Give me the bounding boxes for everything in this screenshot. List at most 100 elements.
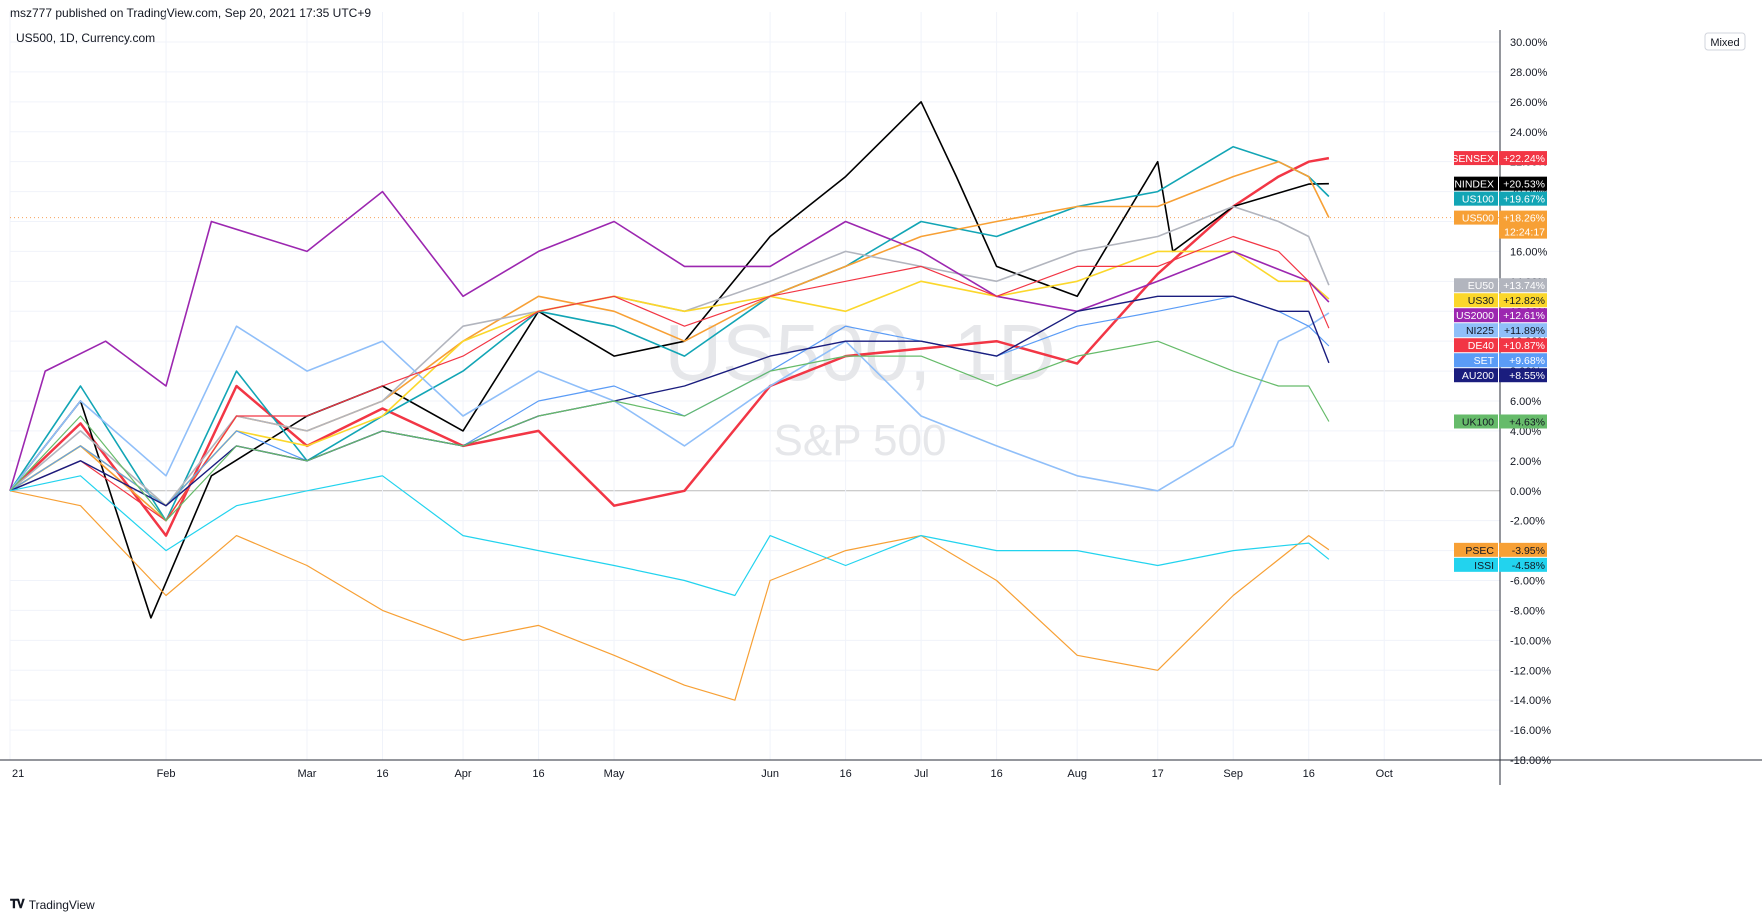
series-name-tag <box>1454 542 1498 557</box>
series-line-vnindex <box>9 101 1329 619</box>
series-value-label: +11.89% <box>1504 325 1545 337</box>
series-value-tag <box>1499 176 1547 191</box>
series-line-us100 <box>9 145 1330 522</box>
series-name-label: VNINDEX <box>1447 179 1494 191</box>
series-line-us2000 <box>9 190 1330 492</box>
series-name-label: SENSEX <box>1451 153 1494 165</box>
last-label-us500: US500 +18.26% 12:24:17 <box>1454 210 1547 239</box>
grid <box>9 12 1500 761</box>
series-value-tag <box>1499 338 1547 353</box>
x-tick-label: Jun <box>761 768 779 780</box>
series-name-label: AU200 <box>1462 370 1494 382</box>
x-tick-label: Mar <box>298 768 317 780</box>
last-label-psec: PSEC -3.95% <box>1454 542 1547 557</box>
series-name-tag <box>1454 338 1498 353</box>
x-tick-label: Apr <box>454 768 471 780</box>
series-value-label: +9.68% <box>1509 355 1545 367</box>
x-tick-label: Jul <box>914 768 928 780</box>
footer[interactable]: 𝐓𝐕 TradingView <box>10 897 95 912</box>
series-value-label: +12.82% <box>1503 295 1545 307</box>
last-label-us100: US100 +19.67% <box>1454 191 1547 206</box>
series-line-sensex <box>9 156 1330 537</box>
y-tick-label: 30.00% <box>1510 37 1548 49</box>
last-label-vnindex: VNINDEX +20.53% <box>1447 176 1547 191</box>
series-name-tag <box>1454 353 1498 368</box>
series-value-label: +20.53% <box>1503 179 1545 191</box>
series-value-tag <box>1499 210 1547 239</box>
series-value-tag <box>1499 191 1547 206</box>
series-name-label: PSEC <box>1465 545 1494 557</box>
y-tick-label: 24.00% <box>1510 127 1548 139</box>
y-tick-label: -16.00% <box>1510 725 1551 737</box>
series-name-label: US2000 <box>1456 310 1494 322</box>
series-name-label: DE40 <box>1468 340 1494 352</box>
last-label-issi: ISSI -4.58% <box>1454 557 1547 572</box>
last-label-uk100: UK100 +4.63% <box>1454 414 1547 429</box>
series-value-label: +13.74% <box>1503 280 1545 292</box>
y-tick-label: 4.00% <box>1510 426 1541 438</box>
x-tick-label: 21 <box>12 768 24 780</box>
y-tick-label: -14.00% <box>1510 695 1551 707</box>
series-name-label: NI225 <box>1466 325 1494 337</box>
series-value-tag <box>1499 278 1547 293</box>
series-name-label: SET <box>1474 355 1495 367</box>
last-label-ni225: NI225 +11.89% <box>1454 323 1547 338</box>
series-name-tag <box>1454 557 1498 572</box>
series-value-tag <box>1499 323 1547 338</box>
series-name-label: EU50 <box>1468 280 1494 292</box>
series-time-label: 12:24:17 <box>1504 227 1545 239</box>
y-tick-label: 0.00% <box>1510 486 1541 498</box>
y-tick-label: 28.00% <box>1510 67 1548 79</box>
y-tick-label: -2.00% <box>1510 516 1545 528</box>
watermark-symbol: US500, 1D <box>664 308 1055 397</box>
last-value-labels: SENSEX +22.24%VNINDEX +20.53%US100 +19.67%U… <box>1447 151 1547 572</box>
series-value-label: -3.95% <box>1512 545 1545 557</box>
series-value-tag <box>1499 151 1547 166</box>
publish-info: msz777 published on TradingView.com, Sep… <box>10 6 372 20</box>
tradingview-logo-icon: 𝐓𝐕 <box>10 897 25 911</box>
footer-brand: TradingView <box>28 897 95 912</box>
x-tick-label: 16 <box>839 768 851 780</box>
last-label-au200: AU200 +8.55% <box>1454 368 1547 383</box>
series-value-tag <box>1499 353 1547 368</box>
series-value-label: +19.67% <box>1503 194 1545 206</box>
x-tick-label: May <box>604 768 625 780</box>
x-tick-label: 16 <box>1303 768 1315 780</box>
series-name-label: US500 <box>1462 213 1494 225</box>
x-tick-label: Feb <box>157 768 176 780</box>
series-value-tag <box>1499 542 1547 557</box>
series-line-us30 <box>9 250 1330 507</box>
x-tick-label: Sep <box>1223 768 1243 780</box>
series-name-label: UK100 <box>1462 416 1494 428</box>
last-label-us30: US30 +12.82% <box>1454 293 1547 308</box>
series-name-tag <box>1454 414 1498 429</box>
last-label-set: SET +9.68% <box>1454 353 1547 368</box>
series-value-label: +8.55% <box>1509 370 1545 382</box>
series-name-tag <box>1454 210 1498 225</box>
last-label-de40: DE40 +10.87% <box>1454 338 1547 353</box>
series-name-tag <box>1454 278 1498 293</box>
series-name-tag <box>1454 293 1498 308</box>
x-tick-label: 16 <box>376 768 388 780</box>
series-value-tag <box>1499 293 1547 308</box>
series-value-tag <box>1499 557 1547 572</box>
series-value-label: +10.87% <box>1503 340 1545 352</box>
series-value-label: +12.61% <box>1503 310 1545 322</box>
y-tick-label: -10.00% <box>1510 635 1551 647</box>
y-tick-label: -18.00% <box>1510 755 1551 767</box>
x-tick-label: 17 <box>1152 768 1164 780</box>
series-line-eu50 <box>9 205 1330 507</box>
series-line-psec <box>9 490 1330 701</box>
watermark-name: S&P 500 <box>774 416 947 465</box>
series-name-tag <box>1454 151 1498 166</box>
y-tick-label: 26.00% <box>1510 97 1548 109</box>
x-tick-label: 16 <box>990 768 1002 780</box>
series-lines <box>9 101 1330 701</box>
series-line-de40 <box>9 235 1330 522</box>
y-tick-label: 16.00% <box>1510 246 1548 258</box>
last-label-eu50: EU50 +13.74% <box>1454 278 1547 293</box>
series-name-tag <box>1454 323 1498 338</box>
series-name-tag <box>1454 368 1498 383</box>
scale-mode-button[interactable]: Mixed <box>1704 32 1746 51</box>
